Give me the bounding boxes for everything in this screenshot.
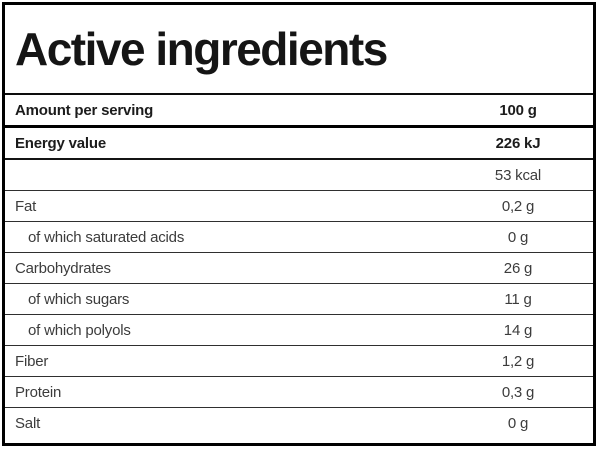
table-row: Energy value 226 kJ: [5, 128, 593, 158]
table-row: 53 kcal: [5, 158, 593, 190]
row-label: of which saturated acids: [28, 228, 185, 246]
row-value: 0 g: [507, 414, 529, 432]
rows-container: Energy value 226 kJ 53 kcal Fat 0,2 g of…: [5, 128, 593, 438]
row-value: 0,2 g: [501, 197, 535, 215]
row-label: Energy value: [15, 134, 106, 152]
row-label: Carbohydrates: [15, 259, 111, 277]
table-row: Fat 0,2 g: [5, 190, 593, 221]
header-label: Amount per serving: [15, 101, 154, 119]
header-row: Amount per serving 100 g: [5, 95, 593, 128]
row-value: 11 g: [504, 290, 532, 308]
table-row: of which saturated acids 0 g: [5, 221, 593, 252]
table-row: Protein 0,3 g: [5, 376, 593, 407]
row-label: of which polyols: [28, 321, 131, 339]
table-row: Salt 0 g: [5, 407, 593, 438]
row-label: Fat: [15, 197, 37, 215]
row-value: 1,2 g: [501, 352, 535, 370]
row-value: 0,3 g: [501, 383, 535, 401]
row-label: Salt: [15, 414, 41, 432]
row-value: 26 g: [503, 259, 533, 277]
header-value: 100 g: [499, 101, 537, 119]
row-label: Protein: [15, 383, 62, 401]
table-row: of which sugars 11 g: [5, 283, 593, 314]
row-value: 0 g: [507, 228, 529, 246]
table-row: Fiber 1,2 g: [5, 345, 593, 376]
row-value: 14 g: [503, 321, 533, 339]
table-row: of which polyols 14 g: [5, 314, 593, 345]
title-row: Active ingredients: [5, 5, 593, 95]
table-row: Carbohydrates 26 g: [5, 252, 593, 283]
nutrition-table: Active ingredients Amount per serving 10…: [2, 2, 596, 446]
page-title: Active ingredients: [15, 23, 388, 75]
row-label: Fiber: [15, 352, 49, 370]
row-value: 226 kJ: [495, 134, 541, 152]
row-label: of which sugars: [28, 290, 130, 308]
row-value: 53 kcal: [494, 166, 542, 184]
